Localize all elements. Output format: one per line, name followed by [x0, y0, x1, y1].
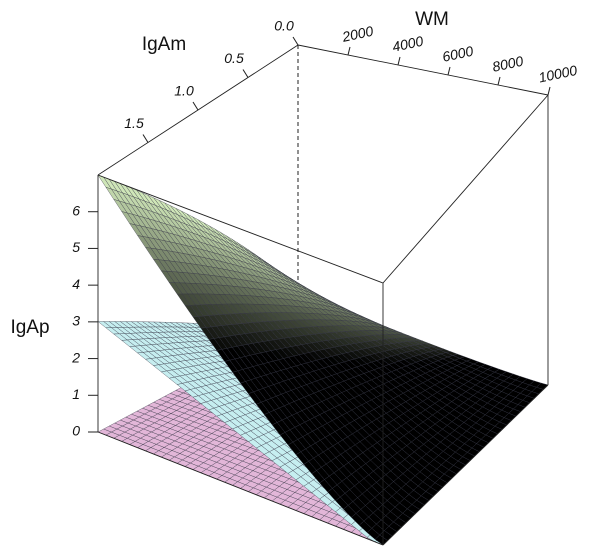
y-tick: [292, 36, 299, 46]
y-tick: [192, 101, 199, 111]
y-tick: [142, 134, 149, 143]
x-tick-label: 4000: [391, 33, 425, 55]
y-tick-label: 0.5: [224, 50, 244, 66]
x-tick: [347, 46, 351, 56]
x-tick-label: 8000: [491, 53, 525, 75]
box-edge: [297, 44, 549, 96]
x-tick: [447, 66, 451, 76]
z-tick-label: 0: [72, 423, 80, 439]
x-tick-label: 10000: [537, 62, 579, 86]
y-tick: [242, 69, 249, 78]
x-tick: [547, 86, 551, 96]
box-edge: [97, 431, 384, 546]
box-edge: [382, 384, 549, 546]
box-edge: [97, 174, 384, 284]
x-axis-title: WM: [415, 9, 449, 30]
y-tick-label: 1.0: [174, 83, 194, 99]
x-tick-label: 6000: [441, 43, 475, 65]
y-axis-title: IgAm: [142, 34, 186, 55]
z-tick-label: 6: [72, 202, 80, 218]
z-axis-title: IgAp: [10, 317, 49, 338]
box-edge: [382, 94, 549, 284]
x-tick: [397, 56, 401, 66]
x-tick: [497, 76, 501, 86]
y-tick-label: 0.0: [274, 18, 294, 34]
z-tick-label: 1: [72, 386, 80, 402]
z-tick-label: 5: [72, 239, 80, 255]
z-tick-label: 3: [72, 313, 80, 329]
z-tick-label: 2: [71, 349, 80, 365]
y-tick-label: 1.5: [124, 115, 144, 131]
z-tick-label: 4: [72, 276, 80, 292]
x-tick-label: 2000: [340, 23, 375, 45]
